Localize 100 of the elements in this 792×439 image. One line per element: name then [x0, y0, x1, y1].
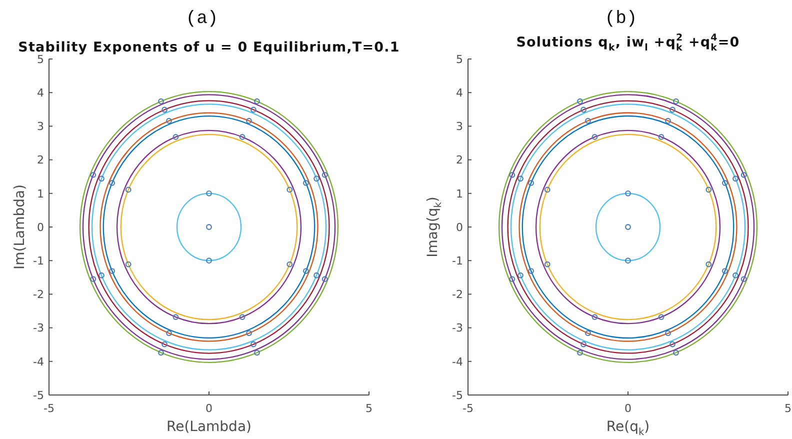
y-tick-label: 4	[456, 86, 463, 100]
point	[314, 272, 320, 278]
point	[239, 314, 246, 320]
point	[303, 268, 309, 274]
y-tick-label: 0	[37, 220, 44, 234]
point	[162, 341, 168, 348]
point	[732, 272, 738, 278]
point	[109, 180, 115, 186]
chart-title: Solutions q$_{k}$, iw$_{l}$ +q$_{k}$$^{2}$ +q$_{k}$$^{4}$=0	[516, 32, 740, 54]
text: (b)	[604, 9, 638, 29]
y-tick-label: 3	[456, 120, 463, 134]
point	[673, 98, 679, 104]
y-axis-title: Im(Lambda)	[12, 184, 28, 270]
point	[658, 134, 664, 140]
point	[246, 118, 252, 124]
point	[158, 98, 164, 104]
point	[509, 276, 516, 282]
point	[518, 272, 524, 278]
point	[98, 272, 104, 278]
y-tick-label: -2	[33, 288, 44, 302]
point	[722, 180, 728, 186]
y-tick-label: 0	[456, 220, 463, 234]
y-tick-label: -4	[33, 355, 44, 368]
point	[172, 314, 179, 320]
point	[580, 341, 586, 348]
point	[580, 106, 586, 113]
point	[740, 276, 747, 282]
point	[314, 176, 320, 182]
point	[206, 190, 212, 196]
point	[125, 186, 132, 193]
x-tick-label: 0	[206, 402, 212, 415]
point	[166, 330, 172, 336]
point	[592, 134, 598, 140]
point	[706, 186, 712, 193]
point	[722, 268, 728, 274]
y-tick-label: -3	[33, 322, 44, 335]
chart-title: Stability Exponents of u = 0 Equilibrium,T=0.1	[18, 40, 400, 56]
y-tick-label: -1	[452, 254, 463, 268]
point	[670, 106, 676, 113]
point	[544, 261, 550, 268]
point	[592, 314, 598, 320]
x-axis-title: Re(q$_{k}$)	[606, 419, 650, 438]
point	[239, 134, 246, 140]
y-tick-label: -4	[452, 355, 463, 368]
x-axis-title: Re(Lambda)	[166, 419, 252, 435]
point	[665, 118, 671, 124]
x-tick-label: 5	[366, 402, 372, 415]
point	[162, 106, 168, 113]
point	[206, 258, 212, 264]
y-tick-label: -5	[33, 388, 44, 402]
y-tick-label: -2	[452, 288, 463, 302]
point	[125, 261, 132, 268]
point	[250, 341, 256, 348]
point	[577, 350, 583, 356]
point	[509, 172, 516, 178]
y-tick-label: -1	[33, 254, 44, 268]
point	[665, 330, 671, 336]
point	[706, 261, 712, 268]
point	[158, 350, 164, 356]
y-tick-label: 1	[37, 187, 44, 200]
point	[98, 176, 104, 182]
point	[254, 98, 260, 104]
point	[732, 176, 738, 182]
y-tick-label: -3	[452, 322, 463, 335]
y-tick-label: 2	[37, 154, 44, 167]
point	[303, 180, 309, 186]
point	[625, 190, 631, 196]
point	[544, 186, 550, 193]
y-tick-label: 5	[456, 52, 463, 66]
point	[254, 350, 260, 356]
point	[670, 341, 676, 348]
point	[246, 330, 252, 336]
point	[90, 276, 96, 282]
text: (a)	[186, 9, 218, 29]
point	[518, 176, 524, 182]
point	[322, 172, 328, 178]
x-tick-label: 0	[624, 402, 632, 415]
point	[250, 106, 256, 113]
point	[90, 172, 96, 178]
y-tick-label: 4	[37, 86, 44, 100]
point	[286, 261, 293, 268]
point	[322, 276, 328, 282]
point	[166, 118, 172, 124]
point	[172, 134, 179, 140]
point	[673, 350, 679, 356]
point	[585, 118, 591, 124]
y-tick-label: -5	[452, 388, 463, 402]
y-tick-label: 5	[37, 52, 44, 66]
point	[528, 268, 534, 274]
point	[740, 172, 747, 178]
point	[577, 98, 583, 104]
point	[109, 268, 115, 274]
y-tick-label: 3	[37, 120, 44, 134]
point	[658, 314, 664, 320]
x-tick-label: 5	[784, 402, 792, 415]
point	[585, 330, 591, 336]
point	[528, 180, 534, 186]
y-tick-label: 2	[456, 154, 463, 167]
point	[625, 258, 631, 264]
y-tick-label: 1	[456, 187, 463, 200]
